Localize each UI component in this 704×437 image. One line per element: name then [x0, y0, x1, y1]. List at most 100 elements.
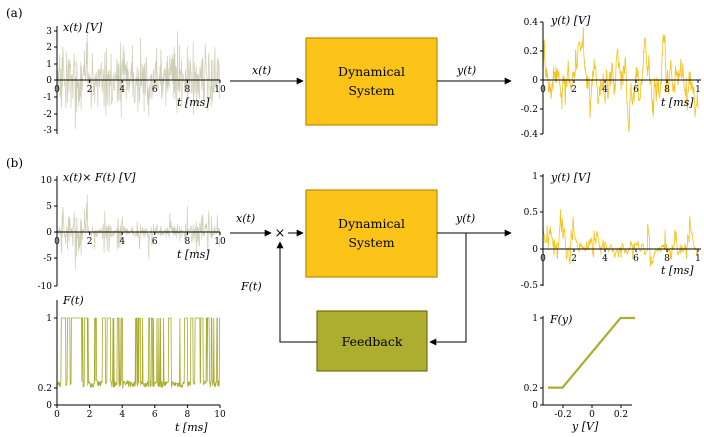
- xlabel-b-ft: t [ms]: [175, 421, 208, 434]
- signal-b-f: F(t): [240, 280, 262, 293]
- a-output-xtick-label: 2: [571, 85, 577, 95]
- ylabel-b-input: x(t)× F(t) [V]: [63, 171, 136, 184]
- a-output-ytick-label: 0: [532, 76, 538, 86]
- arrow-feedback-to-mult: [276, 241, 317, 343]
- b-output-xtick-label: 1: [695, 254, 701, 264]
- b-input-xtick-label: 0: [54, 237, 60, 247]
- signal-a-y: y(t): [456, 64, 476, 77]
- a-output-xtick-label: 4: [602, 85, 608, 95]
- b-ft-xtick-label: 2: [87, 410, 93, 420]
- trace-a-output: [542, 27, 699, 132]
- feedback-block-label: Feedback: [342, 334, 403, 349]
- panel-label-a: (a): [6, 6, 23, 20]
- b-fy-xtick-label: 0: [589, 410, 595, 420]
- b-ft-ytick-label: 1: [46, 314, 52, 324]
- b-input-ytick-label: -5: [43, 254, 52, 264]
- b-input-ytick-label: 0: [46, 228, 52, 238]
- ylabel-b-ft: F(t): [62, 294, 84, 307]
- signal-a-x: x(t): [252, 64, 271, 77]
- b-output-ytick-label: 0.5: [524, 208, 539, 218]
- b-output-xtick-label: 8: [664, 254, 670, 264]
- b-input-xtick-label: 10: [214, 237, 226, 247]
- multiplier-node: ×: [275, 226, 286, 241]
- xlabel-b-input: t [ms]: [177, 248, 210, 261]
- b-ft-xtick-label: 6: [152, 410, 158, 420]
- a-input-ytick-label: -1: [43, 93, 52, 103]
- plot-b-output: 1 0.5 0 -0.5 0 2 4 6 8 1 y(t) [V] t [ms]: [521, 171, 701, 291]
- b-fy-xtick-label: 0.2: [614, 410, 628, 420]
- b-output-ytick-label: 0: [532, 245, 538, 255]
- a-input-ytick-label: 3: [46, 27, 52, 37]
- trace-b-ft: [56, 317, 220, 389]
- system-block-b-line1: Dynamical: [338, 216, 405, 231]
- a-output-ytick-label: 0.4: [524, 18, 539, 28]
- xlabel-a-input: t [ms]: [177, 96, 210, 109]
- plot-b-fy: 1 0.2 0 -0.2 0 0.2 F(y) y [V]: [524, 313, 635, 433]
- a-output-xtick-label: 0: [540, 85, 546, 95]
- a-output-ytick-label: -0.2: [521, 105, 538, 115]
- trace-b-output: [542, 209, 699, 267]
- a-output-xtick-label: 1: [695, 85, 701, 95]
- b-fy-ytick-label: 0.2: [524, 384, 538, 394]
- system-block-b-line2: System: [348, 235, 394, 250]
- a-input-ytick-label: -3: [43, 126, 52, 136]
- b-ft-xtick-label: 4: [119, 410, 125, 420]
- b-input-xtick-label: 4: [119, 237, 125, 247]
- a-input-xtick-label: 10: [214, 85, 226, 95]
- system-block-a-line1: Dynamical: [338, 64, 405, 79]
- system-block-b: [305, 189, 438, 278]
- a-output-xtick-label: 6: [633, 85, 639, 95]
- a-output-xtick-label: 8: [664, 85, 670, 95]
- b-output-xtick-label: 0: [540, 254, 546, 264]
- b-ft-ytick-label: 0: [46, 401, 52, 411]
- b-ft-ytick-label: 0.2: [38, 384, 52, 394]
- b-output-xtick-label: 2: [571, 254, 577, 264]
- system-block-a-line2: System: [348, 83, 394, 98]
- xlabel-b-fy: y [V]: [571, 420, 599, 433]
- ylabel-a-input: x(t) [V]: [63, 21, 103, 34]
- b-input-xtick-label: 8: [185, 237, 191, 247]
- signal-b-y: y(t): [455, 212, 475, 225]
- a-input-ytick-label: 2: [46, 43, 52, 53]
- b-output-xtick-label: 6: [633, 254, 639, 264]
- b-fy-xtick-label: -0.2: [554, 410, 571, 420]
- b-input-ytick-label: 5: [46, 202, 52, 212]
- b-ft-xtick-label: 10: [214, 410, 226, 420]
- a-input-xtick-label: 0: [54, 85, 60, 95]
- a-input-ytick-label: -2: [43, 110, 52, 120]
- b-fy-ytick-label: 0: [532, 401, 538, 411]
- ylabel-b-output: y(t) [V]: [550, 171, 591, 184]
- system-block-a: [305, 37, 438, 126]
- b-fy-ytick-label: 1: [532, 314, 538, 324]
- a-input-xtick-label: 8: [185, 85, 191, 95]
- signal-b-x: x(t): [236, 212, 255, 225]
- b-ft-xtick-label: 8: [185, 410, 191, 420]
- b-input-ytick-label: -10: [38, 282, 53, 292]
- xlabel-b-output: t [ms]: [661, 264, 694, 277]
- a-input-xtick-label: 6: [152, 85, 158, 95]
- b-input-xtick-label: 6: [152, 237, 158, 247]
- a-input-xtick-label: 2: [87, 85, 93, 95]
- b-ft-xtick-label: 0: [54, 410, 60, 420]
- trace-a-input: [56, 31, 221, 129]
- b-output-ytick-label: 1: [532, 172, 538, 182]
- feedback-block: [316, 310, 428, 372]
- b-input-xtick-label: 2: [87, 237, 93, 247]
- fy-curve: [548, 316, 635, 389]
- b-input-ytick-label: 10: [41, 176, 53, 186]
- plot-a-output: 0.40.20-0.2-0.40 2 4 6 8 1 y(t) [V] t [ms]: [521, 14, 701, 140]
- panel-label-b: (b): [6, 156, 23, 170]
- arrow-to-feedback: [429, 233, 467, 346]
- b-output-xtick-label: 4: [602, 254, 608, 264]
- ylabel-b-fy: F(y): [549, 313, 572, 326]
- a-output-ytick-label: 0.2: [524, 47, 538, 57]
- a-input-ytick-label: 0: [46, 76, 52, 86]
- a-input-xtick-label: 4: [119, 85, 125, 95]
- a-output-ytick-label: -0.4: [521, 130, 539, 140]
- xlabel-a-output: t [ms]: [661, 96, 694, 109]
- ylabel-a-output: y(t) [V]: [550, 14, 591, 27]
- b-output-ytick-label: -0.5: [521, 281, 539, 291]
